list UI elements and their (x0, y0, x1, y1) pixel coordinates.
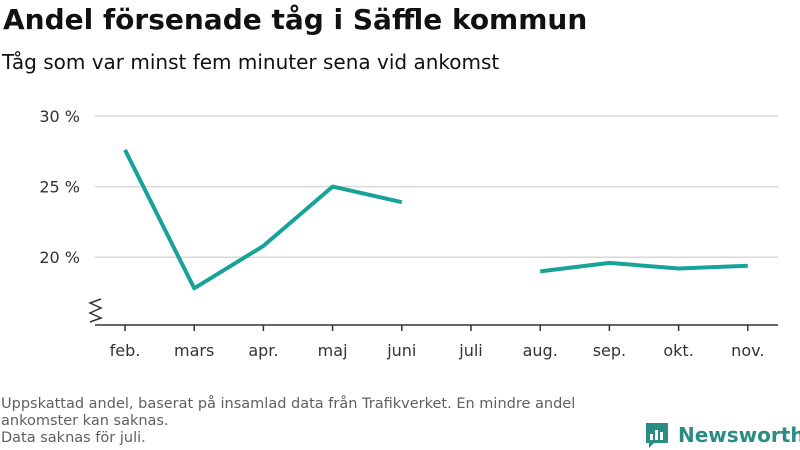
chart-footnote: Uppskattad andel, baserat på insamlad da… (1, 396, 641, 447)
x-tick-label: feb. (110, 341, 141, 360)
newsworthy-logo: Newsworthy (644, 420, 800, 450)
x-tick-label: juni (386, 341, 416, 360)
x-tick-label: maj (318, 341, 348, 360)
x-tick-label: okt. (663, 341, 693, 360)
x-tick-label: juli (458, 341, 482, 360)
brand-name: Newsworthy (678, 423, 800, 447)
series-line (539, 260, 748, 274)
footnote-line: ankomster kan saknas. (1, 413, 169, 429)
x-tick-label: mars (174, 341, 214, 360)
bar-chart-logo-icon (646, 423, 668, 448)
x-tick-label: nov. (731, 341, 764, 360)
x-tick-label: apr. (248, 341, 278, 360)
line-chart: 20 % 25 % 30 % feb. mars apr. maj juni juli aug. s… (39, 107, 778, 360)
x-tick-label: sep. (593, 341, 626, 360)
y-tick-label: 20 % (39, 248, 80, 267)
chart-subtitle: Tåg som var minst fem minuter sena vid a… (2, 50, 500, 74)
footnote-line: Data saknas för juli. (1, 430, 146, 446)
x-tick-label: aug. (523, 341, 558, 360)
chart-title: Andel försenade tåg i Säffle kommun (3, 3, 588, 36)
y-tick-label: 25 % (39, 178, 80, 197)
series-line (123, 148, 403, 291)
y-tick-label: 30 % (39, 107, 80, 126)
footnote-line: Uppskattad andel, baserat på insamlad da… (1, 396, 576, 412)
axis-break-icon (88, 298, 103, 323)
